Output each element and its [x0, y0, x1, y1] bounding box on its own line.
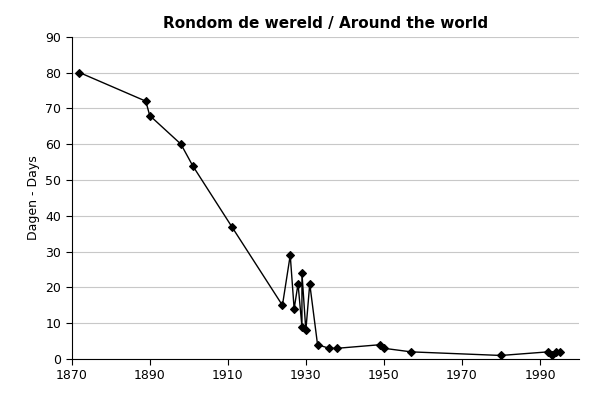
Y-axis label: Dagen - Days: Dagen - Days — [27, 155, 39, 240]
Title: Rondom de wereld / Around the world: Rondom de wereld / Around the world — [163, 16, 488, 31]
